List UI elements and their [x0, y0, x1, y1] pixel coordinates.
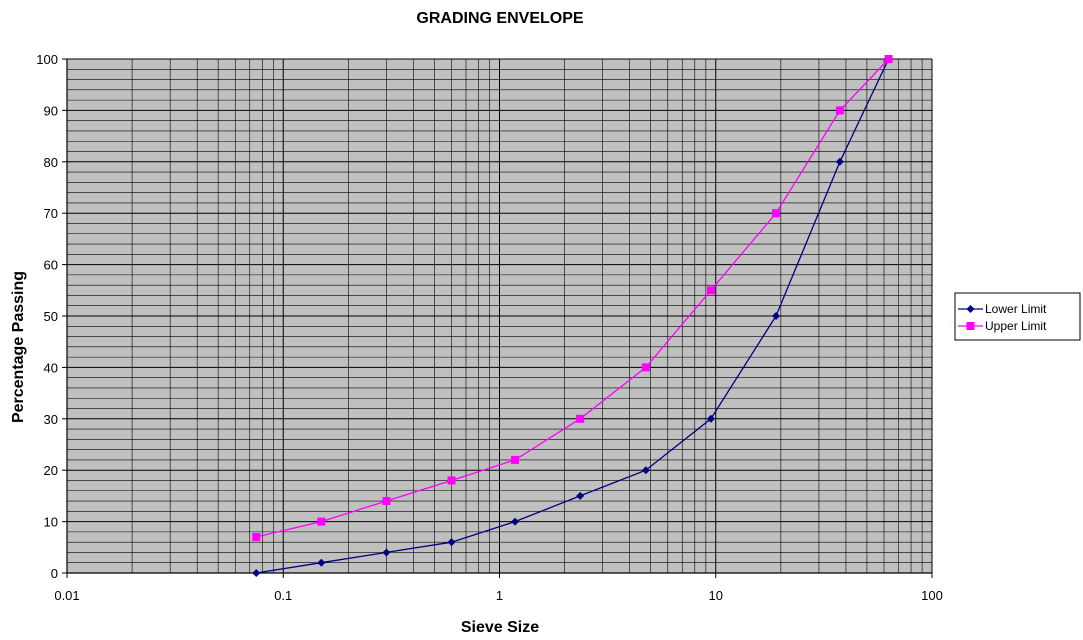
- y-tick-label: 0: [51, 566, 58, 581]
- data-point: [511, 517, 520, 526]
- x-axis-title: Sieve Size: [461, 619, 539, 636]
- x-tick-label: 10: [709, 588, 723, 603]
- tick-labels: 0 10 20 30 40 50 60 70 80 90 100 0.01 0.1 1 10 100: [36, 52, 943, 603]
- legend-swatch-marker: [966, 322, 975, 330]
- y-axis-title: Percentage Passing: [10, 271, 27, 423]
- x-tick-label: 100: [921, 588, 943, 603]
- data-point: [511, 455, 520, 464]
- data-point: [835, 106, 844, 115]
- data-point: [447, 476, 456, 485]
- legend-box: [954, 292, 1081, 341]
- data-point: [641, 466, 650, 475]
- y-tick-label: 90: [44, 103, 58, 118]
- data-point: [706, 286, 715, 295]
- x-tick-label: 1: [496, 588, 503, 603]
- data-point: [252, 569, 261, 577]
- data-point: [641, 363, 650, 372]
- data-point: [382, 548, 391, 557]
- legend-label: Upper Limit: [985, 319, 1047, 333]
- y-tick-label: 70: [44, 206, 58, 221]
- data-point: [576, 491, 585, 500]
- y-tick-label: 80: [44, 155, 58, 170]
- data-point: [576, 414, 585, 423]
- data-point: [317, 558, 326, 567]
- y-tick-label: 60: [44, 258, 58, 273]
- data-point: [706, 414, 715, 423]
- y-tick-label: 10: [44, 515, 58, 530]
- legend: Lower Limit Upper Limit: [954, 292, 1081, 341]
- data-point: [772, 312, 781, 320]
- data-point: [772, 209, 781, 218]
- chart-title: GRADING ENVELOPE: [416, 10, 583, 27]
- y-tick-label: 100: [36, 52, 58, 67]
- series-lower-limit: [252, 55, 893, 577]
- grid-lines: [66, 58, 933, 574]
- legend-label: Lower Limit: [985, 302, 1047, 316]
- data-point: [884, 55, 893, 63]
- data-point: [317, 517, 326, 526]
- data-point: [382, 497, 391, 506]
- y-tick-label: 40: [44, 360, 58, 375]
- data-point: [835, 157, 844, 166]
- data-point: [252, 533, 261, 542]
- x-tick-label: 0.1: [274, 588, 292, 603]
- x-tick-label: 0.01: [54, 588, 79, 603]
- y-tick-label: 20: [44, 463, 58, 478]
- y-tick-label: 50: [44, 309, 58, 324]
- legend-swatch-marker: [966, 305, 975, 313]
- series-layer: [252, 55, 893, 577]
- data-point: [447, 538, 456, 547]
- y-tick-label: 30: [44, 412, 58, 427]
- series-upper-limit: [252, 55, 893, 542]
